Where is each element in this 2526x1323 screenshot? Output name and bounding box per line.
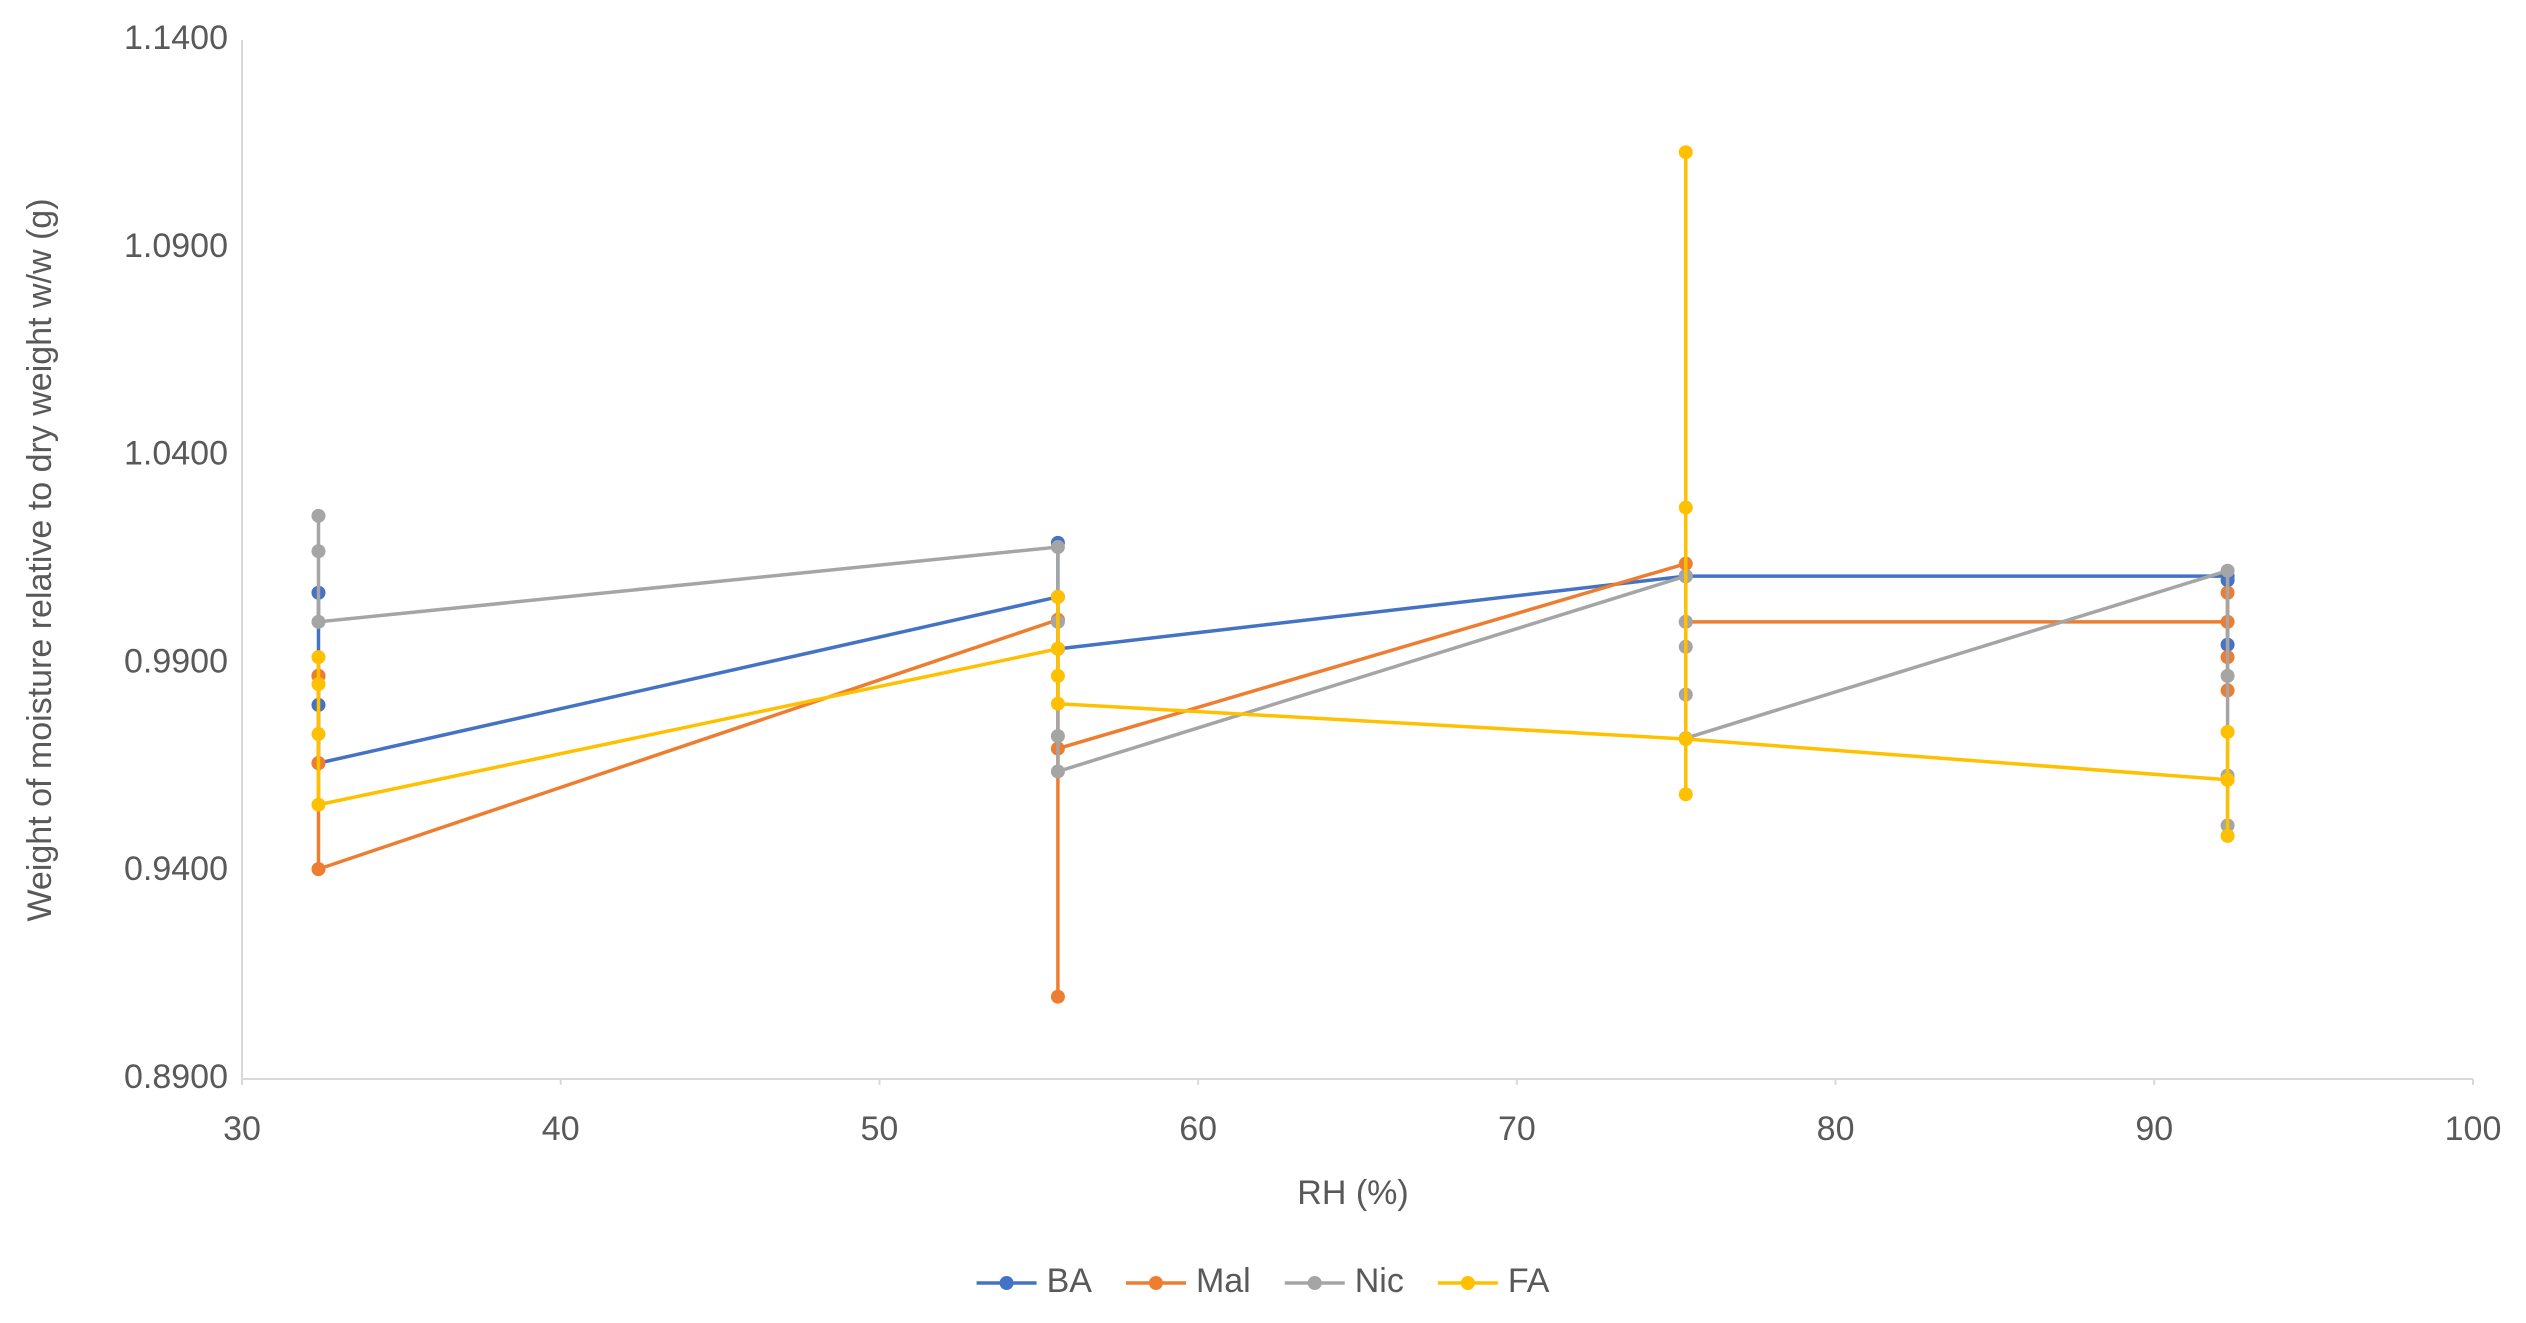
y-axis-title: Weight of moisture relative to dry weigh… xyxy=(21,198,59,921)
data-point xyxy=(1050,989,1065,1004)
data-point xyxy=(311,727,326,742)
y-tick-label: 1.0400 xyxy=(124,435,228,473)
data-point xyxy=(1678,500,1693,515)
x-tick-label: 80 xyxy=(1817,1110,1855,1148)
legend: BA Mal Nic FA xyxy=(976,1262,1550,1300)
x-tick-label: 100 xyxy=(2445,1110,2502,1148)
x-tick-label: 60 xyxy=(1179,1110,1217,1148)
data-point xyxy=(1678,787,1693,802)
x-tick-label: 70 xyxy=(1498,1110,1536,1148)
data-point xyxy=(1678,732,1693,747)
y-tick-label: 0.9400 xyxy=(124,850,228,888)
data-point xyxy=(1050,540,1065,555)
x-axis-title: RH (%) xyxy=(1297,1174,1408,1212)
data-point xyxy=(2220,828,2235,843)
data-point xyxy=(1050,764,1065,779)
legend-marker xyxy=(1460,1276,1475,1290)
y-tick-label: 0.8900 xyxy=(124,1058,228,1096)
data-point xyxy=(311,544,326,559)
series-line xyxy=(316,515,2230,826)
data-point xyxy=(311,862,326,877)
y-tick-label: 0.9900 xyxy=(124,642,228,680)
series-line xyxy=(316,561,2230,997)
data-point xyxy=(311,677,326,692)
data-point xyxy=(2220,772,2235,787)
series-line xyxy=(316,152,2230,836)
data-point xyxy=(2220,724,2235,739)
data-point xyxy=(1050,641,1065,656)
legend-label: FA xyxy=(1508,1262,1550,1300)
data-point xyxy=(1678,145,1693,160)
series-line xyxy=(316,542,2230,766)
legend-marker xyxy=(1307,1276,1322,1290)
data-point xyxy=(1050,696,1065,711)
legend-label: Mal xyxy=(1196,1262,1251,1300)
legend-label: BA xyxy=(1047,1262,1093,1300)
data-point xyxy=(1050,668,1065,683)
x-tick-label: 50 xyxy=(861,1110,899,1148)
data-point xyxy=(311,650,326,665)
x-tick-label: 40 xyxy=(542,1110,580,1148)
data-point xyxy=(1050,589,1065,604)
data-point xyxy=(311,508,326,523)
legend-label: Nic xyxy=(1355,1262,1404,1300)
data-point xyxy=(2220,563,2235,578)
x-tick-label: 90 xyxy=(2135,1110,2173,1148)
data-point xyxy=(311,797,326,812)
data-point xyxy=(2220,668,2235,683)
y-tick-label: 1.0900 xyxy=(124,227,228,265)
data-point xyxy=(311,614,326,629)
data-point xyxy=(1050,729,1065,744)
y-tick-label: 1.1400 xyxy=(124,19,228,57)
x-tick-label: 30 xyxy=(223,1110,261,1148)
legend-marker xyxy=(999,1276,1014,1290)
legend-marker xyxy=(1148,1276,1163,1290)
